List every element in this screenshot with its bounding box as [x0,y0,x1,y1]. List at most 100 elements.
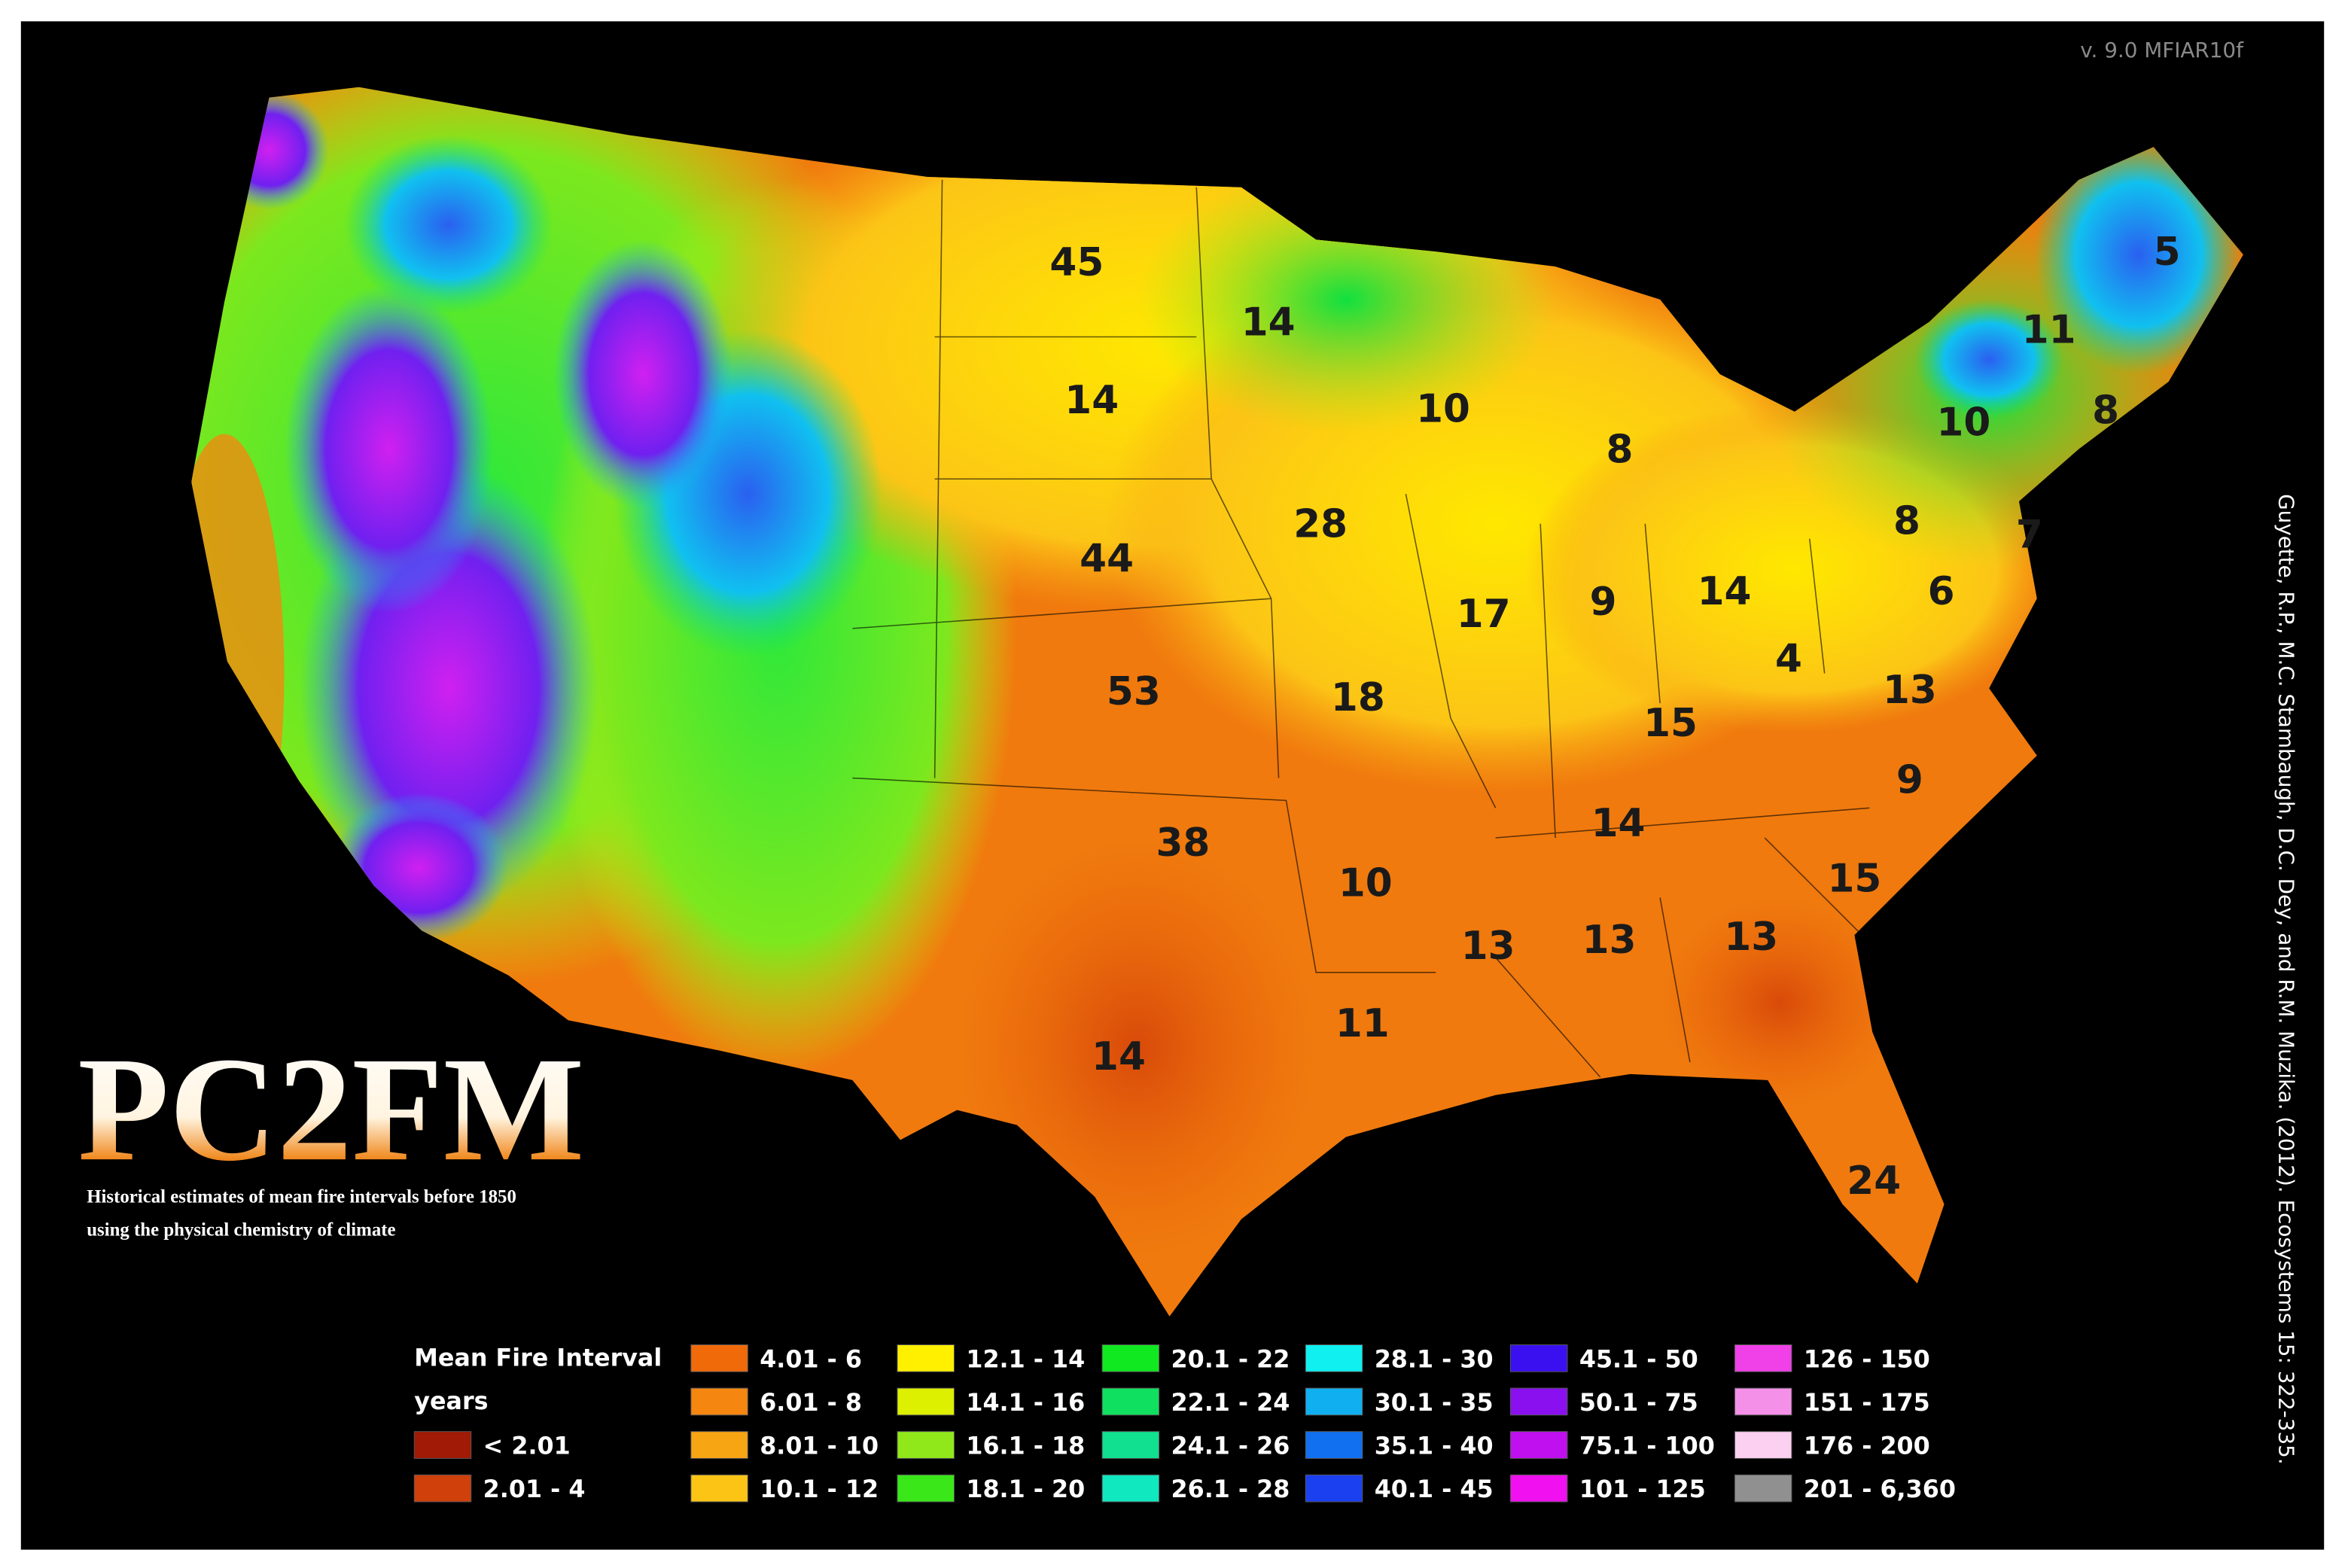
legend-label: 24.1 - 26 [1171,1433,1290,1460]
legend-entry: 6.01 - 8 [690,1387,862,1417]
legend-entry: 10.1 - 12 [690,1474,879,1503]
state-label: 13 [1724,915,1778,960]
legend-swatch [1305,1344,1363,1372]
legend-swatch [1734,1431,1792,1459]
legend-swatch [1101,1431,1160,1459]
legend-entry: 22.1 - 24 [1101,1387,1290,1417]
state-label: 6 [1928,569,1955,614]
legend-entry: 16.1 - 18 [897,1431,1085,1460]
legend-label: 176 - 200 [1804,1433,1930,1460]
state-label: 13 [1461,924,1515,969]
legend-entry: 126 - 150 [1734,1344,1930,1373]
legend-swatch [1305,1431,1363,1459]
citation: Guyette, R.P., M.C. Stambaugh, D.C. Dey,… [2274,494,2299,1465]
legend-swatch [690,1344,748,1372]
legend-entry: 40.1 - 45 [1305,1474,1494,1503]
state-label: 28 [1293,502,1348,547]
state-label: 45 [1049,240,1104,285]
legend-swatch [1305,1474,1363,1503]
legend-swatch [1734,1474,1792,1503]
state-label: 8 [1606,427,1634,472]
legend-label: 45.1 - 50 [1579,1346,1698,1373]
state-label: 10 [1416,387,1470,432]
state-label: 14 [1698,569,1752,614]
legend-swatch [897,1344,955,1372]
legend-entry: 201 - 6,360 [1734,1474,1956,1503]
legend-swatch [1101,1387,1160,1416]
legend-swatch [897,1387,955,1416]
legend-swatch [690,1387,748,1416]
legend-label: 201 - 6,360 [1804,1476,1956,1503]
legend-label: < 2.01 [483,1433,571,1460]
legend-label: 30.1 - 35 [1375,1390,1494,1417]
legend-entry: 101 - 125 [1509,1474,1706,1503]
legend-label: 12.1 - 14 [966,1346,1085,1373]
legend-label: 101 - 125 [1579,1476,1706,1503]
state-label: 10 [1338,860,1393,906]
legend-swatch [1734,1344,1792,1372]
subtitle-line: Historical estimates of mean fire interv… [87,1187,516,1207]
state-label: 18 [1331,675,1385,720]
state-label: 24 [1847,1158,1901,1204]
legend-label: 6.01 - 8 [760,1390,862,1417]
legend-label: 16.1 - 18 [966,1433,1085,1460]
legend-label: 40.1 - 45 [1375,1476,1494,1503]
state-label: 11 [1335,1001,1390,1046]
legend-entry: 20.1 - 22 [1101,1344,1290,1373]
legend-swatch [1509,1387,1568,1416]
legend-swatch [413,1431,472,1459]
state-label: 9 [1896,757,1923,802]
state-label: 9 [1590,580,1617,625]
legend-label: 26.1 - 28 [1171,1476,1290,1503]
state-label: 10 [1936,400,1990,446]
legend-swatch [1305,1387,1363,1416]
state-label: 13 [1883,668,1937,713]
legend-swatch [897,1431,955,1459]
legend-swatch [1101,1474,1160,1503]
legend-entry: 151 - 175 [1734,1387,1930,1417]
legend-label: 10.1 - 12 [760,1476,879,1503]
state-label: 14 [1064,378,1119,423]
legend-swatch [690,1431,748,1459]
legend-entry: 176 - 200 [1734,1431,1930,1460]
legend-entry: 14.1 - 16 [897,1387,1085,1417]
state-label: 11 [2022,307,2076,352]
legend-entry: 8.01 - 10 [690,1431,879,1460]
state-label: 4 [1775,637,1802,682]
logo-title: PC2FM [78,1026,584,1192]
legend-label: 14.1 - 16 [966,1390,1085,1417]
state-label: 53 [1107,669,1161,714]
legend-swatch [897,1474,955,1503]
state-label: 17 [1457,592,1511,637]
legend-label: 18.1 - 20 [966,1476,1085,1503]
legend-entry: < 2.01 [413,1431,571,1460]
state-label: 8 [1893,499,1920,544]
legend-entry: 26.1 - 28 [1101,1474,1290,1503]
legend-label: 35.1 - 40 [1375,1433,1494,1460]
legend-swatch [1734,1387,1792,1416]
legend-entry: 75.1 - 100 [1509,1431,1715,1460]
legend-label: 22.1 - 24 [1171,1390,1290,1417]
state-label: 44 [1080,536,1134,581]
state-label: 38 [1156,821,1210,866]
legend-label: 8.01 - 10 [760,1433,879,1460]
legend-entry: 35.1 - 40 [1305,1431,1494,1460]
legend-entry: 30.1 - 35 [1305,1387,1494,1417]
legend-entry: 4.01 - 6 [690,1344,862,1373]
legend-swatch [1509,1344,1568,1372]
legend-entry: 28.1 - 30 [1305,1344,1494,1373]
legend-entry: 12.1 - 14 [897,1344,1085,1373]
legend-label: 4.01 - 6 [760,1346,862,1373]
legend-swatch [1509,1431,1568,1459]
legend-swatch [1509,1474,1568,1503]
legend-entry: 18.1 - 20 [897,1474,1085,1503]
legend: < 2.01 2.01 - 4 4.01 - 6 6.01 - 8 8.01 - 10 1… [413,1344,1956,1503]
legend-label: 75.1 - 100 [1579,1433,1715,1460]
legend-label: 2.01 - 4 [483,1476,586,1503]
state-label: 8 [2092,388,2119,434]
legend-label: 126 - 150 [1804,1346,1930,1373]
legend-entry: 24.1 - 26 [1101,1431,1290,1460]
